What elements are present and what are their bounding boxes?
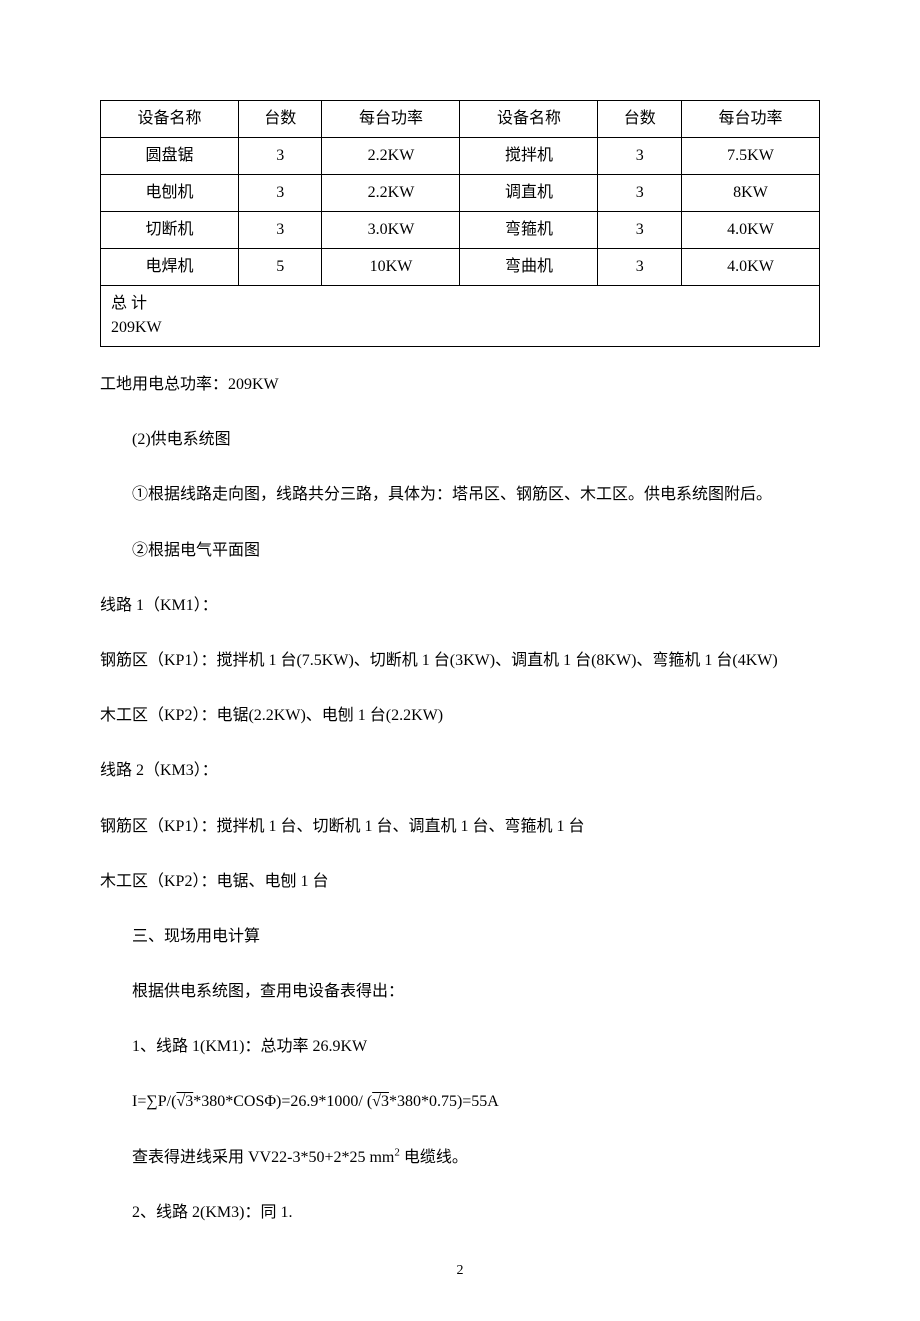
cell: 圆盘锯 — [101, 138, 239, 175]
cell: 切断机 — [101, 212, 239, 249]
paragraph: 线路 1（KM1）： — [100, 588, 820, 623]
paragraph: 根据供电系统图，查用电设备表得出： — [100, 974, 820, 1009]
cell: 8KW — [681, 175, 819, 212]
paragraph: 线路 2（KM3）： — [100, 753, 820, 788]
formula-part: *380*COSΦ)=26.9*1000/ ( — [193, 1093, 372, 1110]
paragraph: 1、线路 1(KM1)：总功率 26.9KW — [100, 1029, 820, 1064]
cell: 3 — [598, 138, 681, 175]
paragraph: 钢筋区（KP1）：搅拌机 1 台、切断机 1 台、调直机 1 台、弯箍机 1 台 — [100, 809, 820, 844]
paragraph: (2)供电系统图 — [100, 422, 820, 457]
table-row: 电刨机 3 2.2KW 调直机 3 8KW — [101, 175, 820, 212]
cell: 2.2KW — [322, 175, 460, 212]
cell: 弯箍机 — [460, 212, 598, 249]
sqrt: √3 — [372, 1093, 389, 1110]
formula-part: *380*0.75)=55A — [389, 1093, 499, 1110]
cell: 2.2KW — [322, 138, 460, 175]
page-number: 2 — [100, 1260, 820, 1281]
cell: 3 — [239, 138, 322, 175]
cell: 4.0KW — [681, 249, 819, 286]
cell: 弯曲机 — [460, 249, 598, 286]
paragraph: ①根据线路走向图，线路共分三路，具体为：塔吊区、钢筋区、木工区。供电系统图附后。 — [100, 477, 820, 512]
equipment-table: 设备名称 台数 每台功率 设备名称 台数 每台功率 圆盘锯 3 2.2KW 搅拌… — [100, 100, 820, 347]
col-header: 每台功率 — [322, 101, 460, 138]
table-row: 切断机 3 3.0KW 弯箍机 3 4.0KW — [101, 212, 820, 249]
cell: 搅拌机 — [460, 138, 598, 175]
paragraph: ②根据电气平面图 — [100, 533, 820, 568]
paragraph: 钢筋区（KP1）：搅拌机 1 台(7.5KW)、切断机 1 台(3KW)、调直机… — [100, 643, 820, 678]
cell: 3 — [239, 212, 322, 249]
formula-part: I=∑P/( — [132, 1093, 176, 1110]
paragraph: 木工区（KP2）：电锯、电刨 1 台 — [100, 864, 820, 899]
col-header: 台数 — [598, 101, 681, 138]
cell: 调直机 — [460, 175, 598, 212]
cell: 3 — [239, 175, 322, 212]
col-header: 每台功率 — [681, 101, 819, 138]
cable-paragraph: 查表得进线采用 VV22-3*50+2*25 mm2 电缆线。 — [100, 1140, 820, 1175]
total-value: 209KW — [111, 319, 162, 336]
cell: 3.0KW — [322, 212, 460, 249]
col-header: 台数 — [239, 101, 322, 138]
paragraph: 三、现场用电计算 — [100, 919, 820, 954]
table-row: 圆盘锯 3 2.2KW 搅拌机 3 7.5KW — [101, 138, 820, 175]
cell: 3 — [598, 249, 681, 286]
text-part: 查表得进线采用 VV22-3*50+2*25 mm — [132, 1149, 394, 1166]
cell: 4.0KW — [681, 212, 819, 249]
cell: 3 — [598, 212, 681, 249]
cell: 7.5KW — [681, 138, 819, 175]
sqrt: √3 — [176, 1093, 193, 1110]
col-header: 设备名称 — [460, 101, 598, 138]
paragraph: 木工区（KP2）：电锯(2.2KW)、电刨 1 台(2.2KW) — [100, 698, 820, 733]
cell: 5 — [239, 249, 322, 286]
table-footer-row: 总 计 209KW — [101, 286, 820, 347]
text-part: 电缆线。 — [400, 1149, 468, 1166]
total-label: 总 计 — [111, 295, 147, 312]
paragraph: 工地用电总功率：209KW — [100, 367, 820, 402]
cell: 10KW — [322, 249, 460, 286]
cell: 电刨机 — [101, 175, 239, 212]
footer-cell: 总 计 209KW — [101, 286, 820, 347]
paragraph: 2、线路 2(KM3)：同 1. — [100, 1195, 820, 1230]
col-header: 设备名称 — [101, 101, 239, 138]
formula-paragraph: I=∑P/(√3*380*COSΦ)=26.9*1000/ (√3*380*0.… — [100, 1084, 820, 1119]
table-header-row: 设备名称 台数 每台功率 设备名称 台数 每台功率 — [101, 101, 820, 138]
cell: 3 — [598, 175, 681, 212]
cell: 电焊机 — [101, 249, 239, 286]
table-row: 电焊机 5 10KW 弯曲机 3 4.0KW — [101, 249, 820, 286]
